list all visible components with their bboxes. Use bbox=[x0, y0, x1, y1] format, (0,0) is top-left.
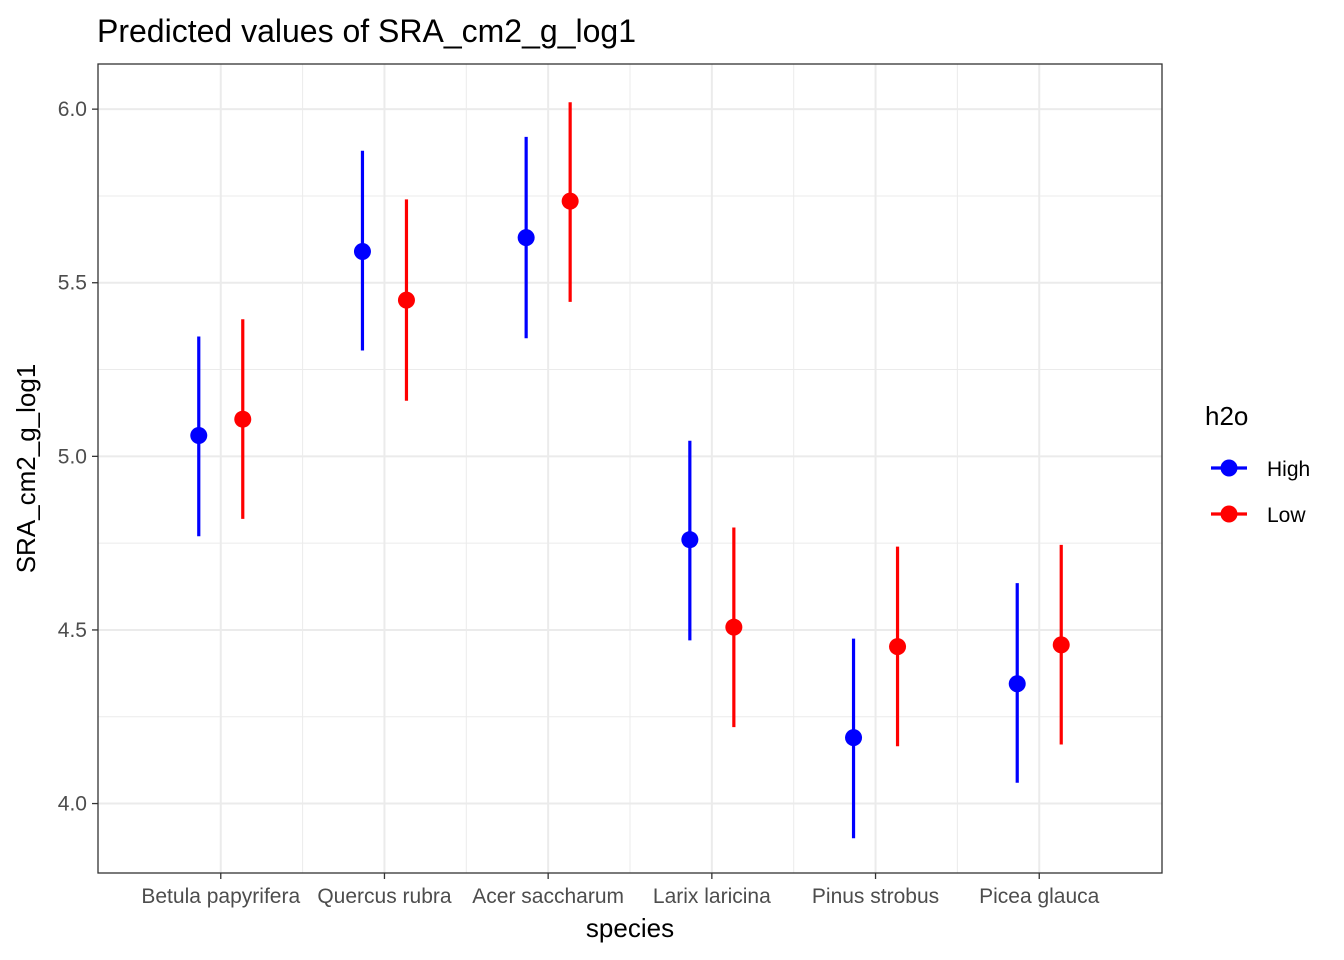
data-marks bbox=[190, 102, 1070, 839]
y-tick-label: 5.0 bbox=[58, 445, 87, 468]
data-point-low bbox=[234, 410, 252, 428]
x-tick-label: Quercus rubra bbox=[317, 885, 452, 908]
x-tick-label: Betula papyrifera bbox=[141, 885, 300, 908]
data-point-low bbox=[889, 638, 907, 656]
data-point-high bbox=[681, 531, 699, 549]
y-tick-label: 4.5 bbox=[58, 619, 87, 642]
data-point-high bbox=[1008, 675, 1026, 693]
legend-label: High bbox=[1267, 458, 1310, 481]
x-tick-label: Pinus strobus bbox=[812, 885, 939, 908]
data-point-low bbox=[725, 618, 743, 636]
y-tick-label: 4.0 bbox=[58, 793, 87, 816]
chart-title: Predicted values of SRA_cm2_g_log1 bbox=[97, 13, 636, 49]
x-axis-title: species bbox=[586, 913, 674, 943]
y-axis-title: SRA_cm2_g_log1 bbox=[11, 364, 41, 574]
minor-gridlines bbox=[98, 64, 1162, 873]
data-point-high bbox=[353, 242, 371, 260]
y-tick-label: 5.5 bbox=[58, 272, 87, 295]
major-gridlines bbox=[98, 64, 1162, 873]
y-tick-label: 6.0 bbox=[58, 98, 87, 121]
panel-border bbox=[97, 63, 1163, 874]
legend: h2o High Low bbox=[1205, 401, 1310, 527]
legend-key-point bbox=[1220, 505, 1238, 523]
data-point-high bbox=[845, 729, 863, 747]
x-axis: Betula papyrifera Quercus rubra Acer sacch… bbox=[141, 873, 1100, 908]
legend-label: Low bbox=[1267, 504, 1306, 527]
data-point-low bbox=[397, 291, 415, 309]
y-axis: 4.0 4.5 5.0 5.5 6.0 bbox=[58, 98, 98, 816]
legend-title: h2o bbox=[1205, 401, 1248, 431]
data-point-low bbox=[1052, 636, 1070, 654]
x-tick-label: Picea glauca bbox=[979, 885, 1100, 908]
legend-key-point bbox=[1220, 459, 1238, 477]
data-point-high bbox=[190, 427, 208, 445]
data-point-high bbox=[517, 229, 535, 247]
data-point-low bbox=[561, 192, 579, 210]
x-tick-label: Larix laricina bbox=[653, 885, 771, 908]
x-tick-label: Acer saccharum bbox=[472, 885, 624, 908]
